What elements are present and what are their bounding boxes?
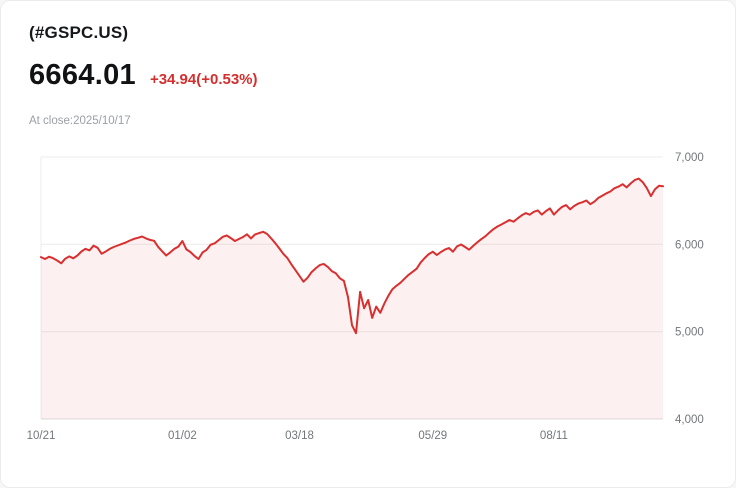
svg-text:7,000: 7,000: [675, 152, 704, 164]
price-chart-svg: 4,000 5,000 6,000 7,000 10/21 01/02 03/18 05/29…: [27, 152, 704, 442]
svg-text:05/29: 05/29: [418, 430, 447, 442]
svg-text:5,000: 5,000: [675, 327, 704, 339]
svg-text:03/18: 03/18: [285, 430, 314, 442]
svg-text:10/21: 10/21: [27, 430, 56, 442]
close-date-label: At close:2025/10/17: [29, 115, 131, 127]
ticker-symbol: (#GSPC.US): [29, 23, 129, 42]
svg-text:6,000: 6,000: [675, 239, 704, 251]
price-row: 6664.01 +34.94(+0.53%): [29, 59, 258, 92]
price-chart: 4,000 5,000 6,000 7,000 10/21 01/02 03/18 05/29…: [1, 149, 735, 461]
svg-text:4,000: 4,000: [675, 414, 704, 426]
svg-text:08/11: 08/11: [540, 430, 568, 442]
last-price: 6664.01: [29, 59, 136, 91]
svg-text:01/02: 01/02: [168, 430, 197, 442]
price-change: +34.94(+0.53%): [149, 71, 258, 88]
